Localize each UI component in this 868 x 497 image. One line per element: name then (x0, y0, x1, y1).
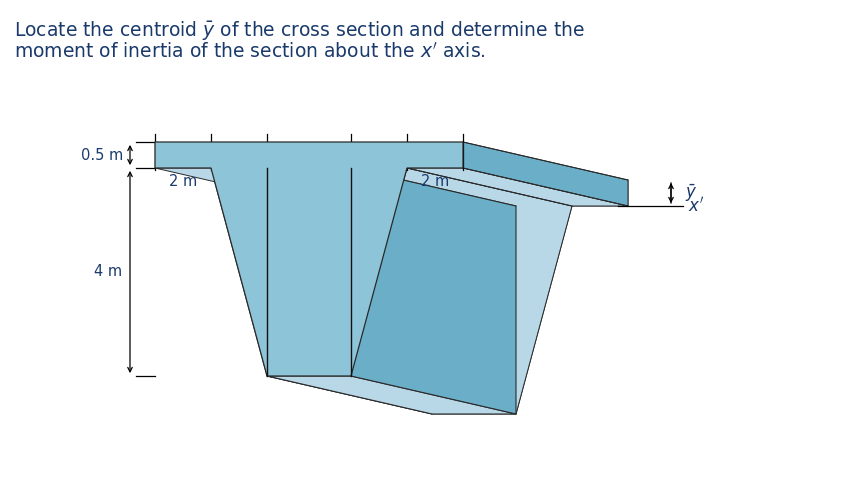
Text: 3 m: 3 m (295, 174, 323, 189)
Text: Locate the centroid $\bar{y}$ of the cross section and determine the: Locate the centroid $\bar{y}$ of the cro… (14, 19, 585, 42)
Polygon shape (320, 180, 628, 414)
Polygon shape (351, 168, 516, 414)
Polygon shape (155, 168, 376, 206)
Polygon shape (267, 376, 516, 414)
Text: 2 m: 2 m (365, 174, 393, 189)
Text: $\bar{y}$: $\bar{y}$ (685, 182, 698, 204)
Text: $x'$: $x'$ (688, 196, 704, 216)
Text: 2 m: 2 m (169, 174, 197, 189)
Text: 2 m: 2 m (421, 174, 449, 189)
Text: moment of inertia of the section about the $x'$ axis.: moment of inertia of the section about t… (14, 42, 486, 62)
Polygon shape (463, 142, 628, 206)
Text: 2 m: 2 m (225, 174, 253, 189)
Polygon shape (351, 168, 572, 414)
Text: 4 m: 4 m (94, 264, 122, 279)
Text: 0.5 m: 0.5 m (81, 148, 123, 163)
Polygon shape (211, 168, 432, 414)
Polygon shape (155, 142, 463, 376)
Polygon shape (407, 168, 628, 206)
